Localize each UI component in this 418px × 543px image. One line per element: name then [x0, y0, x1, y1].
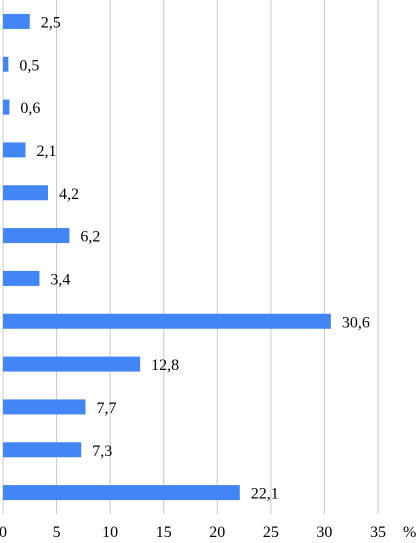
- bar: [3, 313, 331, 329]
- x-tick-label: 0: [0, 524, 7, 541]
- x-tick-label: 30: [316, 524, 332, 541]
- x-axis-unit-label: %: [403, 524, 416, 541]
- data-label: 2,5: [41, 14, 61, 31]
- bar: [3, 228, 70, 244]
- bar: [3, 142, 26, 158]
- data-label: 3,4: [50, 271, 70, 288]
- data-label: 6,2: [80, 229, 100, 246]
- data-label: 30,6: [342, 314, 370, 331]
- bar: [3, 185, 48, 201]
- bar: [3, 485, 240, 501]
- data-label: 7,3: [92, 443, 112, 460]
- data-label: 12,8: [151, 357, 179, 374]
- bar: [3, 99, 10, 115]
- x-tick-label: 20: [209, 524, 225, 541]
- bar: [3, 356, 141, 372]
- x-tick-label: 5: [53, 524, 61, 541]
- x-tick-label: 25: [263, 524, 279, 541]
- bar: [3, 13, 30, 29]
- x-tick-label: 35: [370, 524, 386, 541]
- data-labels: 2,5 0,5 0,6 2,1 4,2 6,2 3,4 30,6 12,8 7,7 7,3 22,1: [19, 14, 370, 502]
- bars: [3, 13, 331, 501]
- x-axis-ticks: 0 5 10 15 20 25 30 35: [0, 524, 386, 541]
- data-label: 0,6: [20, 100, 40, 117]
- bar: [3, 56, 9, 72]
- data-label: 0,5: [19, 57, 39, 74]
- data-label: 2,1: [37, 143, 57, 160]
- x-tick-label: 10: [102, 524, 118, 541]
- data-label: 7,7: [97, 400, 117, 417]
- data-label: 4,2: [59, 186, 79, 203]
- gridlines: [2, 0, 379, 514]
- x-tick-label: 15: [156, 524, 172, 541]
- bar: [3, 270, 40, 286]
- bar: [3, 442, 82, 458]
- bar: [3, 399, 86, 415]
- data-label: 22,1: [251, 486, 279, 503]
